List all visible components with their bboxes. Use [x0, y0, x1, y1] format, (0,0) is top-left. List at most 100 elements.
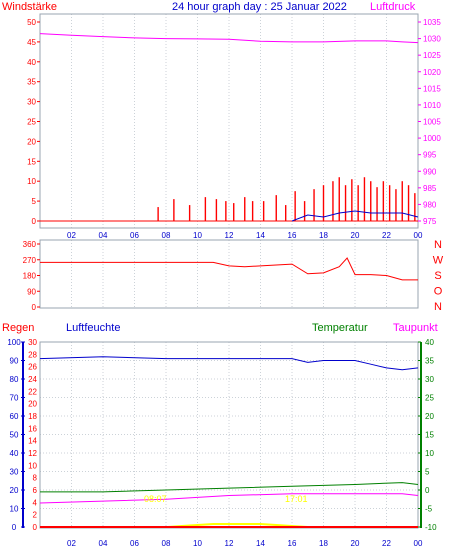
x-tick-label: 20 [351, 231, 360, 240]
tick-label: 1030 [423, 35, 441, 44]
x-tick-label: 12 [225, 539, 234, 548]
tick-label: 15 [27, 157, 36, 166]
tick-label: 10 [425, 449, 434, 458]
compass-label: N [434, 301, 442, 313]
tick-label: 1020 [423, 68, 441, 77]
wind-label: Windstärke [2, 1, 57, 13]
tick-label: 60 [10, 412, 19, 421]
tick-label: 180 [23, 272, 37, 281]
x-tick-label: 22 [382, 539, 391, 548]
x-tick-label: 08 [162, 539, 171, 548]
direction-axis: 360 270 180 90 0 [23, 240, 40, 312]
top-series [39, 33, 419, 222]
tick-label: 270 [23, 256, 37, 265]
x-tick-label: 00 [414, 539, 423, 548]
series-ben [291, 210, 419, 222]
tick-label: 6 [33, 486, 38, 495]
tick-label: 975 [423, 217, 437, 226]
dewpoint-label: Taupunkt [393, 322, 438, 334]
x-tick-label: 18 [319, 539, 328, 548]
tick-label: 0 [425, 486, 430, 495]
series-temperatur [40, 482, 419, 493]
compass-label: O [434, 286, 443, 298]
tick-label: 20 [425, 412, 434, 421]
bottom-series [39, 356, 419, 528]
tick-label: 30 [28, 338, 37, 347]
tick-label: 12 [28, 449, 37, 458]
x-axis-top: 02 04 06 08 10 12 14 16 18 20 22 00 [67, 231, 423, 240]
tick-label: 15 [425, 431, 434, 440]
tick-label: 5 [425, 468, 430, 477]
pressure-axis: 1035 1030 1025 1020 1015 1010 1005 1000 995 990 98… [418, 18, 441, 226]
x-tick-label: 04 [99, 231, 108, 240]
tick-label: 10 [10, 505, 19, 514]
x-tick-label: 18 [319, 231, 328, 240]
tick-label: 25 [425, 394, 434, 403]
tick-label: 0 [12, 523, 17, 532]
tick-label: 35 [425, 357, 434, 366]
sunset-label: 17:01 [285, 494, 308, 504]
tick-label: 100 [7, 338, 21, 347]
tick-label: 10 [27, 177, 36, 186]
tick-label: 4 [33, 498, 38, 507]
tick-label: 90 [27, 287, 36, 296]
tick-label: 28 [28, 350, 37, 359]
series-taupunkt [39, 493, 419, 504]
tick-label: 1005 [423, 118, 441, 127]
tick-label: 14 [28, 437, 37, 446]
x-tick-label: 12 [225, 231, 234, 240]
tick-label: 0 [32, 217, 37, 226]
direction-series [40, 257, 418, 281]
tick-label: 0 [33, 523, 38, 532]
tick-label: 90 [10, 357, 19, 366]
x-tick-label: 10 [193, 539, 202, 548]
x-axis-bottom: 02 04 06 08 10 12 14 16 18 20 22 00 [67, 539, 423, 548]
tick-label: 1010 [423, 101, 441, 110]
tick-label: 25 [27, 118, 36, 127]
tick-label: 50 [10, 431, 19, 440]
tick-label: 1000 [423, 134, 441, 143]
x-tick-label: 20 [351, 539, 360, 548]
tick-label: 8 [33, 474, 38, 483]
series-winddirection [40, 257, 418, 281]
tick-label: 24 [28, 375, 37, 384]
tick-label: 980 [423, 200, 437, 209]
tick-label: 1015 [423, 84, 441, 93]
tick-label: 0 [32, 303, 37, 312]
x-tick-label: 16 [288, 231, 297, 240]
tick-label: 30 [425, 375, 434, 384]
x-tick-label: 04 [99, 539, 108, 548]
tick-label: 30 [10, 468, 19, 477]
tick-label: 20 [27, 137, 36, 146]
tick-label: 22 [28, 387, 37, 396]
tick-label: 990 [423, 167, 437, 176]
tick-label: 50 [27, 18, 36, 27]
tick-label: 40 [10, 449, 19, 458]
tick-label: 26 [28, 363, 37, 372]
tick-label: 1035 [423, 18, 441, 27]
x-tick-label: 14 [256, 539, 265, 548]
tick-label: 1025 [423, 51, 441, 60]
series-luftfeuchte [39, 356, 419, 371]
series-sonne [167, 523, 308, 528]
tick-label: 16 [28, 424, 37, 433]
x-tick-label: 06 [130, 539, 139, 548]
tick-label: 995 [423, 151, 437, 160]
tick-label: 18 [28, 412, 37, 421]
x-tick-label: 08 [162, 231, 171, 240]
tick-label: 10 [28, 461, 37, 470]
tick-label: 40 [27, 58, 36, 67]
tick-label: 2 [33, 511, 38, 520]
x-tick-label: 06 [130, 231, 139, 240]
humidity-label: Luftfeuchte [66, 322, 120, 334]
series-luftdruck [39, 33, 419, 44]
tick-label: 5 [32, 197, 37, 206]
tick-label: -5 [425, 505, 433, 514]
tick-label: 20 [28, 400, 37, 409]
